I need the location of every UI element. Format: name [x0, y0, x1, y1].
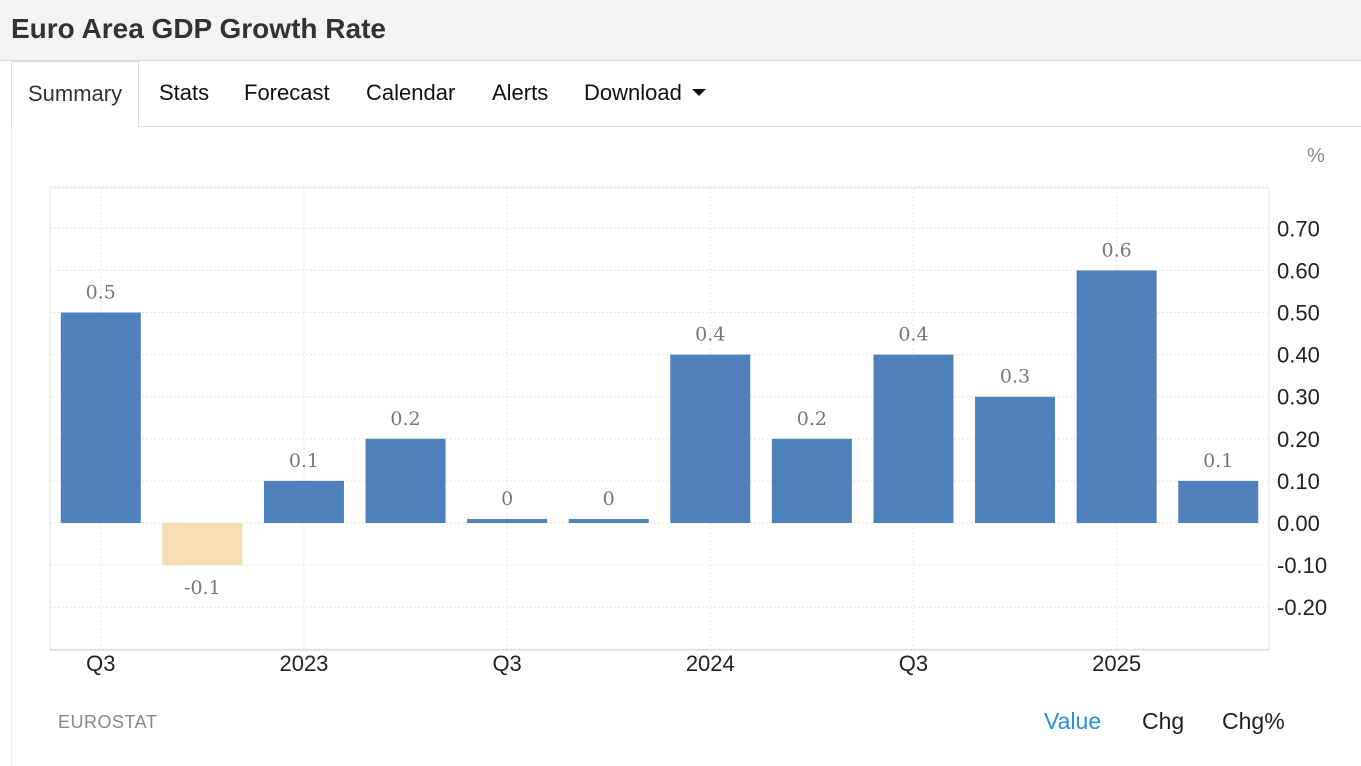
- y-tick-label: -0.10: [1277, 553, 1327, 578]
- data-label: 0.6: [1102, 239, 1132, 261]
- tab-forecast[interactable]: Forecast: [244, 80, 330, 105]
- y-tick-label: 0.50: [1277, 301, 1320, 326]
- toggle-value[interactable]: Value: [1044, 708, 1102, 734]
- bar: [467, 519, 548, 523]
- y-unit-label: %: [1307, 145, 1325, 167]
- y-tick-label: 0.00: [1277, 511, 1320, 536]
- tab-summary[interactable]: Summary: [11, 61, 140, 128]
- x-tick-label: Q3: [86, 651, 115, 676]
- tab-download[interactable]: Download: [584, 61, 706, 126]
- toggle-chg-percent[interactable]: Chg%: [1222, 708, 1285, 734]
- data-label: 0.4: [898, 324, 928, 346]
- data-label: -0.1: [184, 577, 221, 599]
- data-label: 0.2: [390, 408, 420, 430]
- x-tick-label: 2024: [686, 651, 735, 676]
- tab-stats[interactable]: Stats: [159, 80, 210, 105]
- tab-alerts[interactable]: Alerts: [492, 80, 549, 105]
- bar: [771, 438, 852, 523]
- data-label: 0.3: [1000, 366, 1030, 388]
- x-tick-label: 2023: [279, 651, 328, 676]
- chart: 0.700.600.500.400.300.200.100.00-0.10-0.…: [49, 145, 1327, 676]
- y-tick-label: 0.70: [1277, 216, 1320, 241]
- tab-calendar[interactable]: Calendar: [366, 80, 456, 105]
- data-label: 0.1: [1203, 450, 1233, 472]
- y-tick-label: 0.30: [1277, 385, 1320, 410]
- chart-panel: [11, 128, 1361, 766]
- toggle-chg[interactable]: Chg: [1142, 708, 1185, 734]
- tab-bar: Summary Stats Forecast Calendar Alerts D…: [11, 61, 1361, 128]
- y-tick-label: -0.20: [1277, 595, 1327, 620]
- y-tick-label: 0.20: [1277, 427, 1320, 452]
- page-title: Euro Area GDP Growth Rate: [11, 13, 386, 44]
- bar: [670, 354, 751, 523]
- bar: [975, 396, 1056, 523]
- bar: [1076, 270, 1157, 523]
- page-header: Euro Area GDP Growth Rate: [0, 0, 1361, 61]
- data-label: 0.5: [86, 282, 116, 304]
- y-tick-label: 0.40: [1277, 343, 1320, 368]
- data-label: 0.2: [797, 408, 827, 430]
- bar: [873, 354, 954, 523]
- tab-download-label: Download: [584, 80, 682, 105]
- bar: [1178, 480, 1259, 523]
- x-tick-label: Q3: [899, 651, 928, 676]
- data-label: 0.1: [289, 450, 319, 472]
- data-label: 0: [603, 488, 615, 510]
- y-tick-label: 0.60: [1277, 258, 1320, 283]
- x-tick-label: Q3: [492, 651, 521, 676]
- bar: [162, 523, 243, 566]
- data-label: 0: [501, 488, 513, 510]
- bar: [365, 438, 446, 523]
- bar: [568, 519, 649, 523]
- source-label: EUROSTAT: [58, 712, 158, 732]
- bar: [60, 312, 141, 523]
- caret-down-icon: [691, 88, 706, 96]
- x-tick-label: 2025: [1092, 651, 1141, 676]
- y-tick-label: 0.10: [1277, 469, 1320, 494]
- data-label: 0.4: [695, 324, 725, 346]
- bar: [263, 480, 344, 523]
